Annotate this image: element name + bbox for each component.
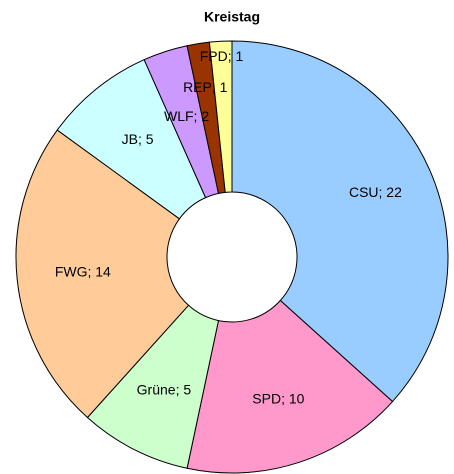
- donut-slice: [186, 299, 394, 474]
- data-label: Grüne; 5: [137, 381, 192, 397]
- data-label: SPD; 10: [252, 390, 304, 406]
- data-label: REP; 1: [183, 79, 228, 95]
- donut-slice: [208, 40, 233, 193]
- data-label: JB; 5: [122, 131, 154, 147]
- data-label: FWG; 14: [55, 263, 111, 279]
- donut-slice: [231, 40, 449, 403]
- chart-title: Kreistag: [204, 9, 260, 25]
- data-label: CSU; 22: [349, 184, 402, 200]
- data-label: FPD; 1: [200, 48, 244, 64]
- data-label: WLF; 2: [164, 108, 209, 124]
- donut-slice: [15, 129, 190, 419]
